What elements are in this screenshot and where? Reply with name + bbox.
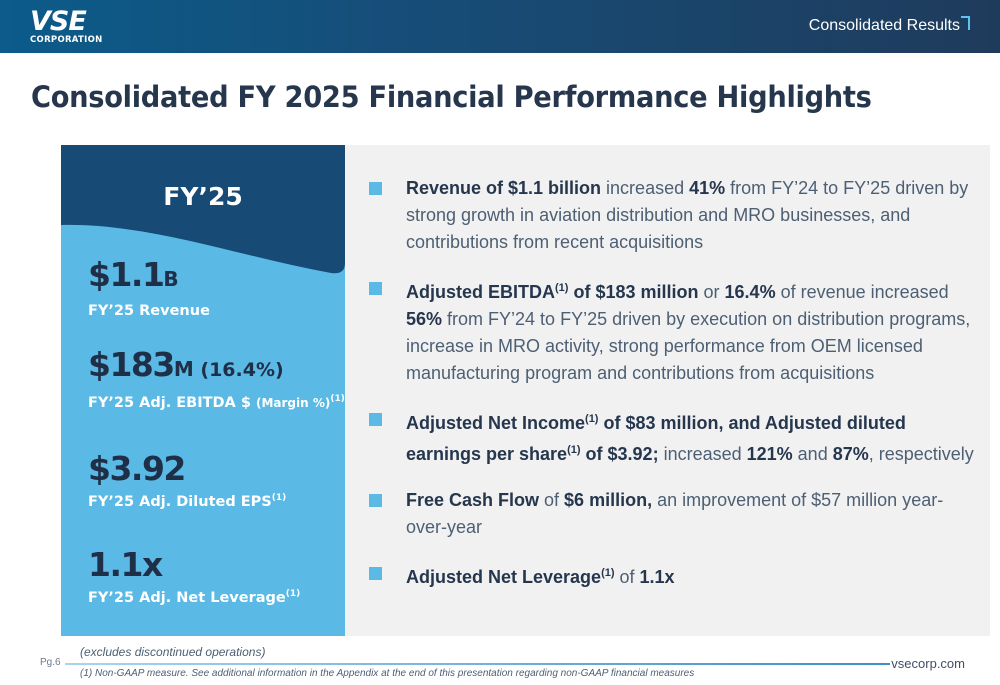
highlight-adj-ebitda: Adjusted EBITDA(1) of $183 million or 16… xyxy=(365,275,975,387)
metric-value: 1.1x xyxy=(88,547,300,583)
highlight-adj-net-income: Adjusted Net Income(1) of $83 million, a… xyxy=(365,406,975,468)
metric-label: FY’25 Adj. Net Leverage(1) xyxy=(88,589,300,606)
metric-label: FY’25 Revenue xyxy=(88,303,210,319)
metric-number: $1.1 xyxy=(88,255,165,294)
footnote-marker: (1) xyxy=(285,589,301,599)
highlight-bold: 87% xyxy=(832,444,869,464)
section-label: Consolidated Results xyxy=(808,17,960,34)
highlight-bold: 1.1x xyxy=(639,567,675,587)
footnote-marker: (1) xyxy=(567,444,581,456)
highlight-text: an improvement of $57 million year-over-… xyxy=(406,490,944,537)
footnote-marker: (1) xyxy=(555,282,569,294)
highlight-bold: $6 million, xyxy=(564,490,653,510)
corner-bracket-icon xyxy=(961,16,970,30)
metric-adj-eps: $3.92 FY’25 Adj. Diluted EPS(1) xyxy=(88,451,286,511)
metric-label: FY’25 Adj. EBITDA $ (Margin %)(1) xyxy=(88,394,345,411)
header-bar: VSE CORPORATION Consolidated Results xyxy=(0,0,1000,53)
highlight-bold: of $3.92; xyxy=(580,444,659,464)
footnote-marker: (1) xyxy=(601,567,615,579)
highlight-text: of revenue increased xyxy=(775,282,949,302)
metric-value: $1.1B xyxy=(88,257,210,297)
metric-unit: M xyxy=(173,357,194,381)
highlight-text: from FY’24 to FY’25 driven by strong gro… xyxy=(406,178,969,252)
highlights-list: Revenue of $1.1 billion increased 41% fr… xyxy=(365,175,975,610)
highlight-bold: 41% xyxy=(689,178,726,198)
highlight-bold: 56% xyxy=(406,309,443,329)
metric-label-text: FY’25 Adj. Diluted EPS xyxy=(88,494,272,510)
bullet-square-icon xyxy=(369,182,382,195)
footnote-marker: (1) xyxy=(585,413,599,425)
period-tab-shape xyxy=(61,145,345,274)
highlight-bold: 121% xyxy=(746,444,793,464)
bullet-square-icon xyxy=(369,494,382,507)
metric-label-text: FY’25 Revenue xyxy=(88,303,210,319)
highlight-text: and xyxy=(792,444,833,464)
highlight-bold: of $83 million, and Adjusted diluted ear… xyxy=(406,413,906,464)
page-title: Consolidated FY 2025 Financial Performan… xyxy=(31,80,872,114)
highlight-text: increased xyxy=(601,178,690,198)
highlight-revenue: Revenue of $1.1 billion increased 41% fr… xyxy=(365,175,975,256)
metric-label-text: FY’25 Adj. Net Leverage xyxy=(88,590,286,606)
highlight-bold: Free Cash Flow xyxy=(406,490,540,510)
highlight-text: increased xyxy=(658,444,747,464)
highlight-bold: of $183 million xyxy=(568,282,699,302)
excludes-note: (excludes discontinued operations) xyxy=(80,645,266,659)
highlight-bold: Adjusted Net Leverage xyxy=(406,567,602,587)
metric-net-leverage: 1.1x FY’25 Adj. Net Leverage(1) xyxy=(88,547,300,607)
footnote-marker: (1) xyxy=(330,394,345,404)
highlight-bold: Adjusted Net Income xyxy=(406,413,586,433)
bullet-square-icon xyxy=(369,282,382,295)
website-link[interactable]: vsecorp.com xyxy=(891,656,965,671)
highlight-text: or xyxy=(698,282,725,302)
footer-divider xyxy=(65,663,890,665)
footnote-marker: (1) xyxy=(271,493,287,503)
highlight-text: of xyxy=(539,490,565,510)
metric-margin: (16.4%) xyxy=(193,359,284,381)
key-metrics-panel: FY’25 $1.1B FY’25 Revenue $183M (16.4%) … xyxy=(61,145,345,636)
metric-number: 1.1x xyxy=(88,545,163,584)
page-number: Pg.6 xyxy=(40,657,61,668)
highlight-bold: 16.4% xyxy=(724,282,776,302)
logo-mark: VSE xyxy=(30,6,87,37)
highlight-text: , respectively xyxy=(868,444,974,464)
period-label: FY’25 xyxy=(163,182,243,211)
bullet-square-icon xyxy=(369,567,382,580)
metric-unit: B xyxy=(163,267,179,291)
metric-label-text: FY’25 Adj. EBITDA $ xyxy=(88,395,256,411)
highlight-bold: Revenue of $1.1 billion xyxy=(406,178,602,198)
highlight-free-cash-flow: Free Cash Flow of $6 million, an improve… xyxy=(365,487,975,541)
highlight-net-leverage: Adjusted Net Leverage(1) of 1.1x xyxy=(365,560,975,591)
bullet-square-icon xyxy=(369,413,382,426)
vse-logo[interactable]: VSE CORPORATION xyxy=(30,6,103,46)
highlight-text: from FY’24 to FY’25 driven by execution … xyxy=(406,309,971,383)
metric-value: $183M (16.4%) xyxy=(88,347,345,388)
non-gaap-footnote: (1) Non-GAAP measure. See additional inf… xyxy=(80,668,695,679)
metric-adj-ebitda: $183M (16.4%) FY’25 Adj. EBITDA $ (Margi… xyxy=(88,347,345,412)
highlight-bold: Adjusted EBITDA xyxy=(406,282,556,302)
metric-label-small: (Margin %) xyxy=(255,396,331,410)
highlight-text: of xyxy=(614,567,640,587)
highlights-panel: Revenue of $1.1 billion increased 41% fr… xyxy=(345,145,990,636)
metric-label: FY’25 Adj. Diluted EPS(1) xyxy=(88,493,286,510)
metric-number: $183 xyxy=(88,345,175,384)
logo-subtitle: CORPORATION xyxy=(30,35,103,45)
metric-number: $3.92 xyxy=(88,449,186,488)
metric-revenue: $1.1B FY’25 Revenue xyxy=(88,257,210,320)
metric-value: $3.92 xyxy=(88,451,286,487)
